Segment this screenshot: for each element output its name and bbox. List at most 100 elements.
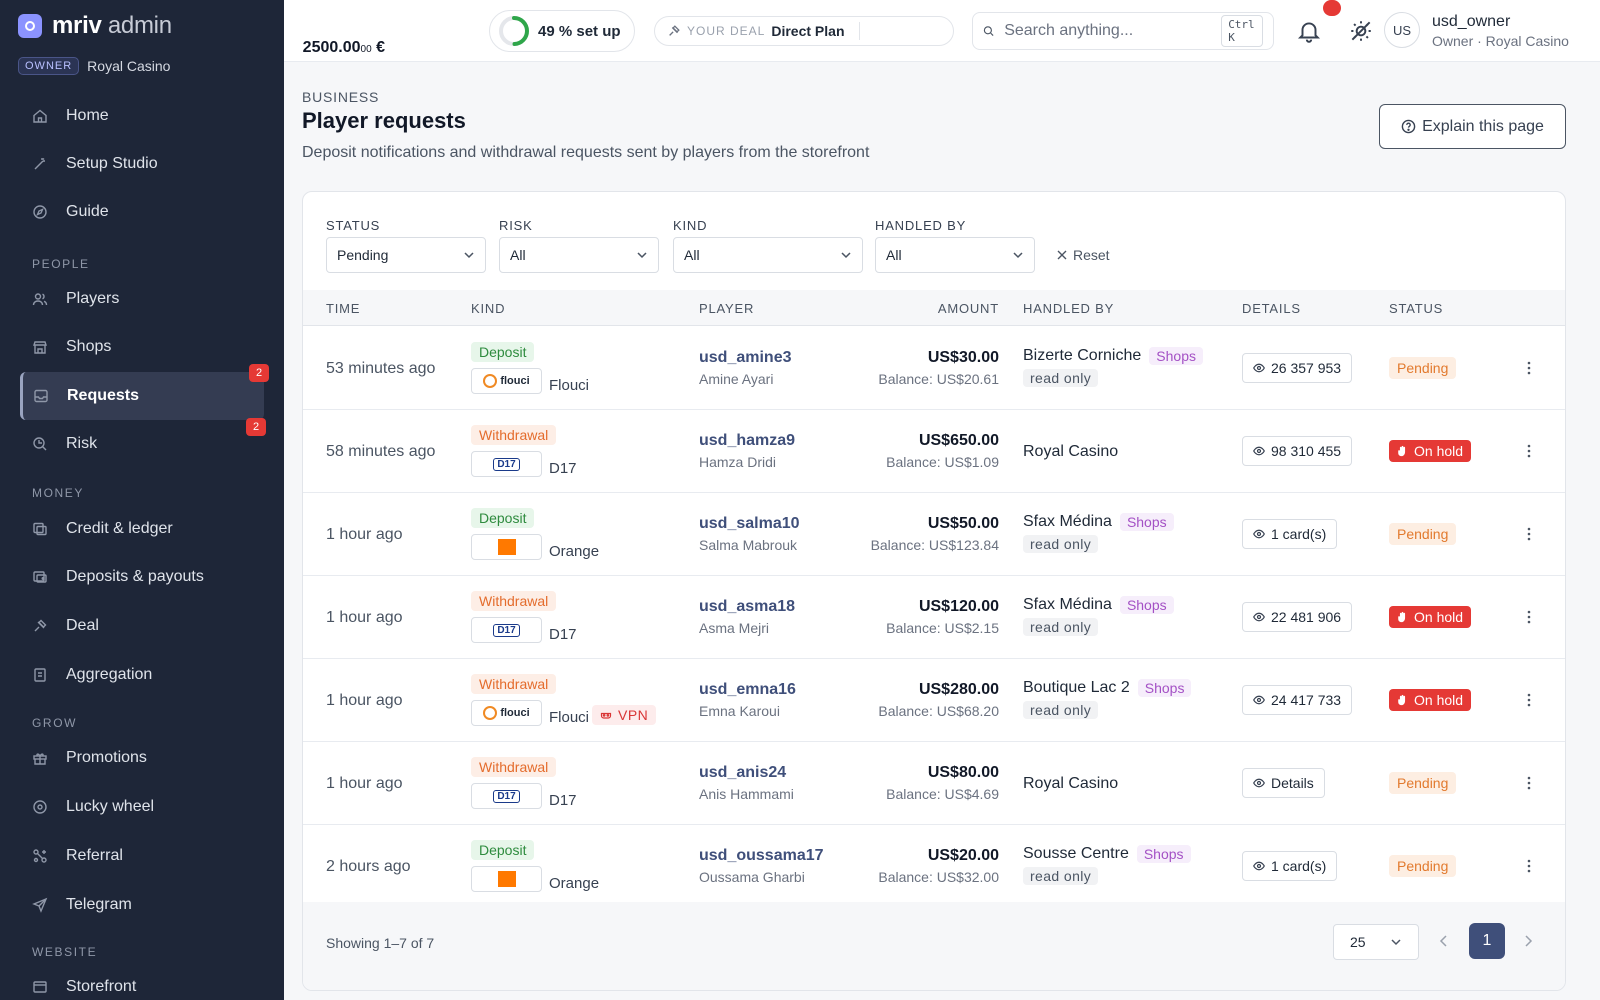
col-time[interactable]: TIME (326, 301, 361, 316)
player-username[interactable]: usd_hamza9 (699, 432, 796, 449)
eye-icon (1253, 778, 1265, 788)
row-menu-icon[interactable] (1521, 855, 1537, 877)
request-amount: US$280.00 (918, 681, 999, 698)
chevron-right-icon[interactable] (1521, 934, 1535, 948)
avatar[interactable]: US (1384, 12, 1420, 48)
kind-filter-value: All (684, 247, 700, 263)
sidebar-item-label: Guide (66, 203, 109, 220)
player-username[interactable]: usd_asma18 (699, 598, 796, 615)
status-filter-select[interactable]: Pending (326, 237, 486, 273)
table-row[interactable]: 1 hour ago Withdrawal D17 D17 usd_anis24… (303, 742, 1565, 825)
table-row[interactable]: 1 hour ago Withdrawal flouci Flouci VPN … (303, 659, 1565, 742)
handler-name[interactable]: Royal Casino (1023, 443, 1119, 460)
sidebar-item-requests[interactable]: Requests 2 (20, 364, 269, 420)
row-menu-icon[interactable] (1521, 772, 1537, 794)
handshake-icon (669, 25, 680, 36)
sidebar-item-shops[interactable]: Shops (20, 323, 264, 371)
request-amount: US$30.00 (927, 349, 999, 366)
handled-filter-select[interactable]: All (875, 237, 1035, 273)
table-row[interactable]: 53 minutes ago Deposit flouci Flouci usd… (303, 327, 1565, 410)
handler-name[interactable]: Bizerte Corniche (1023, 347, 1142, 364)
kind-badge: Withdrawal (471, 757, 557, 777)
details-button[interactable]: 22 481 906 (1242, 602, 1353, 632)
setup-progress-pill[interactable]: 49 % set up (489, 10, 635, 52)
row-menu-icon[interactable] (1521, 523, 1537, 545)
row-menu-icon[interactable] (1521, 606, 1537, 628)
details-button[interactable]: 1 card(s) (1242, 519, 1338, 549)
search-box[interactable]: Ctrl K (972, 12, 1274, 50)
player-username[interactable]: usd_amine3 (699, 349, 792, 366)
showing-count: Showing 1–7 of 7 (326, 935, 435, 951)
bell-icon[interactable] (1296, 18, 1322, 44)
theme-toggle-icon[interactable] (1348, 18, 1374, 44)
chevron-down-icon (464, 252, 474, 259)
sidebar-item-storefront[interactable]: Storefront (20, 963, 264, 1000)
user-name[interactable]: usd_owner (1432, 13, 1511, 30)
handler-name[interactable]: Boutique Lac 2 (1023, 679, 1130, 696)
player-username[interactable]: usd_emna16 (699, 681, 796, 698)
chevron-down-icon (637, 252, 647, 259)
kind-badge: Withdrawal (471, 591, 557, 611)
org-switcher[interactable]: OWNER Royal Casino (18, 57, 170, 75)
search-icon (983, 26, 994, 36)
col-amount[interactable]: AMOUNT (937, 301, 999, 316)
table-row[interactable]: 58 minutes ago Withdrawal D17 D17 usd_ha… (303, 410, 1565, 493)
details-button[interactable]: 98 310 455 (1242, 436, 1353, 466)
sidebar-item-home[interactable]: Home (20, 92, 264, 140)
explain-page-button[interactable]: Explain this page (1379, 104, 1566, 149)
player-username[interactable]: usd_anis24 (699, 764, 787, 781)
table-row[interactable]: 2 hours ago Deposit Orange usd_oussama17… (303, 825, 1565, 908)
player-username[interactable]: usd_oussama17 (699, 847, 824, 864)
sidebar-item-guide[interactable]: Guide (20, 188, 264, 236)
sidebar-item-label: Aggregation (66, 666, 153, 683)
reset-label: Reset (1073, 247, 1110, 263)
reset-filters-button[interactable]: Reset (1057, 247, 1110, 263)
payment-method: D17 (549, 626, 577, 643)
handler-name[interactable]: Sousse Centre (1023, 845, 1129, 862)
d17-logo: D17 (471, 617, 542, 643)
player-username[interactable]: usd_salma10 (699, 515, 800, 532)
player-fullname: Amine Ayari (699, 371, 774, 387)
sidebar-item-lucky-wheel[interactable]: Lucky wheel (20, 783, 264, 831)
page-size-select[interactable]: 25 (1333, 924, 1419, 960)
sidebar-item-deal[interactable]: Deal (20, 602, 264, 650)
col-player[interactable]: PLAYER (699, 301, 755, 316)
details-button[interactable]: 1 card(s) (1242, 851, 1338, 881)
col-status[interactable]: STATUS (1389, 301, 1444, 316)
handler-name[interactable]: Royal Casino (1023, 775, 1119, 792)
row-menu-icon[interactable] (1521, 440, 1537, 462)
sidebar-item-setup-studio[interactable]: Setup Studio (20, 140, 264, 188)
shops-tag: Shops (1119, 596, 1174, 614)
table-row[interactable]: 1 hour ago Withdrawal D17 D17 usd_asma18… (303, 576, 1565, 659)
sidebar-item-telegram[interactable]: Telegram (20, 881, 264, 929)
search-shortcut: Ctrl K (1221, 15, 1263, 47)
kind-filter-select[interactable]: All (673, 237, 863, 273)
row-menu-icon[interactable] (1521, 357, 1537, 379)
sidebar-item-credit-ledger[interactable]: Credit & ledger (20, 505, 264, 553)
search-input[interactable] (1004, 22, 1212, 40)
deal-pill[interactable]: YOUR DEAL Direct Plan 2500.0000 € (303, 16, 954, 56)
request-amount: US$20.00 (927, 847, 999, 864)
player-balance: Balance: US$4.69 (886, 786, 999, 802)
sidebar-item-risk[interactable]: Risk 2 (20, 418, 266, 468)
handler-name[interactable]: Sfax Médina (1023, 513, 1112, 530)
details-button[interactable]: Details (1242, 768, 1325, 798)
col-kind[interactable]: KIND (471, 301, 506, 316)
risk-filter-select[interactable]: All (499, 237, 659, 273)
current-page-button[interactable]: 1 (1469, 923, 1505, 959)
brand-logo[interactable]: mriv admin (18, 12, 172, 40)
sidebar-item-aggregation[interactable]: Aggregation (20, 651, 264, 699)
sidebar-item-referral[interactable]: Referral (20, 832, 264, 880)
sidebar-item-deposits-payouts[interactable]: Deposits & payouts (20, 553, 264, 601)
sidebar-item-promotions[interactable]: Promotions (20, 734, 264, 782)
home-icon (33, 109, 47, 123)
chevron-left-icon[interactable] (1437, 934, 1451, 948)
details-button[interactable]: 26 357 953 (1242, 353, 1353, 383)
handler-name[interactable]: Sfax Médina (1023, 596, 1112, 613)
col-handled-by[interactable]: HANDLED BY (1023, 301, 1115, 316)
sidebar-item-label: Home (66, 107, 109, 124)
row-menu-icon[interactable] (1521, 689, 1537, 711)
table-row[interactable]: 1 hour ago Deposit Orange usd_salma10 Sa… (303, 493, 1565, 576)
details-button[interactable]: 24 417 733 (1242, 685, 1353, 715)
sidebar-item-players[interactable]: Players (20, 275, 264, 323)
